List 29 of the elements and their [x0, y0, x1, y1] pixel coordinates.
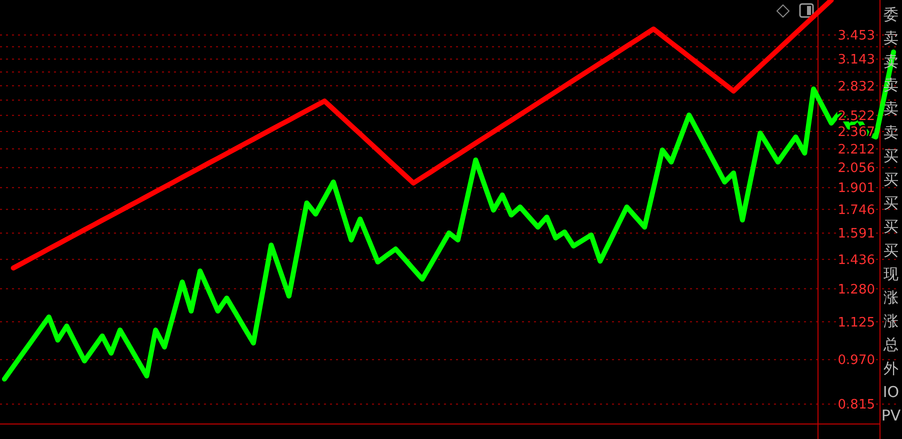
y-tick-label: 1.591 [838, 226, 875, 242]
annotation: 涨 [884, 312, 898, 330]
annotation: 买 [884, 241, 898, 260]
y-tick-label: 2.832 [838, 79, 875, 94]
y-tick-label: 3.453 [838, 28, 875, 44]
annotation: 委 [884, 5, 898, 24]
annotation: 买 [884, 194, 898, 212]
y-tick-label: 1.436 [838, 252, 875, 268]
y-tick-label: 1.280 [838, 282, 875, 298]
annotation: 卖 [884, 123, 898, 142]
y-tick-label: 0.815 [838, 398, 875, 413]
y-tick-label: 0.970 [838, 353, 875, 368]
annotation: 现 [884, 264, 898, 283]
annotation: 涨 [884, 288, 898, 306]
annotation: 卖 [884, 28, 898, 47]
annotation: 买 [884, 170, 898, 188]
annotation: 买 [884, 146, 898, 165]
y-tick-label: 2.056 [838, 161, 875, 176]
annotation: 总 [882, 336, 898, 354]
annotation: PV [881, 406, 902, 424]
annotation: 卖 [884, 100, 898, 118]
y-tick-label: 1.125 [838, 315, 875, 330]
y-tick-label: 3.143 [838, 52, 875, 68]
y-tick-label: 2.212 [838, 142, 875, 158]
annotation: IO [882, 382, 900, 401]
y-tick-label: 1.901 [838, 181, 875, 196]
y-tick-label: 1.746 [838, 202, 875, 218]
annotation: 买 [884, 218, 898, 236]
annotation: 外 [884, 359, 898, 378]
